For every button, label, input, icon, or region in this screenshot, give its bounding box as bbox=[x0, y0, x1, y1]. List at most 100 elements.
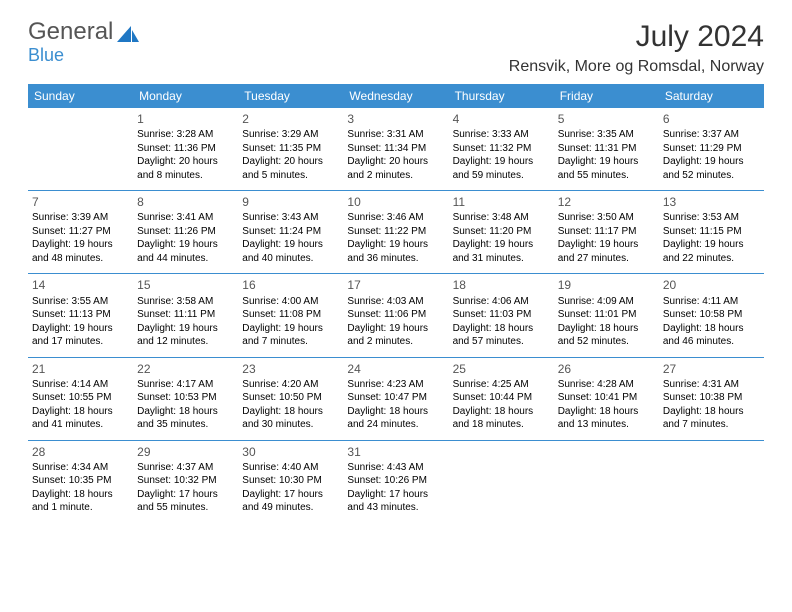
sunrise-text: Sunrise: 3:55 AM bbox=[32, 295, 129, 309]
weekday-header: Wednesday bbox=[343, 84, 448, 108]
daylight-text: Daylight: 18 hours and 57 minutes. bbox=[453, 322, 550, 349]
sunrise-text: Sunrise: 3:58 AM bbox=[137, 295, 234, 309]
weekday-header: Friday bbox=[554, 84, 659, 108]
title-block: July 2024 Rensvik, More og Romsdal, Norw… bbox=[509, 20, 764, 76]
sunrise-text: Sunrise: 4:20 AM bbox=[242, 378, 339, 392]
sunset-text: Sunset: 11:08 PM bbox=[242, 308, 339, 322]
calendar-cell: 20Sunrise: 4:11 AMSunset: 10:58 PMDaylig… bbox=[659, 274, 764, 357]
day-number: 22 bbox=[137, 361, 234, 377]
daylight-text: Daylight: 19 hours and 52 minutes. bbox=[663, 155, 760, 182]
sunrise-text: Sunrise: 4:09 AM bbox=[558, 295, 655, 309]
day-number: 6 bbox=[663, 111, 760, 127]
daylight-text: Daylight: 19 hours and 12 minutes. bbox=[137, 322, 234, 349]
daylight-text: Daylight: 19 hours and 36 minutes. bbox=[347, 238, 444, 265]
sunrise-text: Sunrise: 4:25 AM bbox=[453, 378, 550, 392]
day-number: 8 bbox=[137, 194, 234, 210]
sunset-text: Sunset: 10:26 PM bbox=[347, 474, 444, 488]
sunrise-text: Sunrise: 4:34 AM bbox=[32, 461, 129, 475]
calendar-week-row: 7Sunrise: 3:39 AMSunset: 11:27 PMDayligh… bbox=[28, 191, 764, 274]
calendar-cell: 8Sunrise: 3:41 AMSunset: 11:26 PMDayligh… bbox=[133, 191, 238, 274]
calendar-table: Sunday Monday Tuesday Wednesday Thursday… bbox=[28, 84, 764, 523]
calendar-cell: 24Sunrise: 4:23 AMSunset: 10:47 PMDaylig… bbox=[343, 357, 448, 440]
sunset-text: Sunset: 10:44 PM bbox=[453, 391, 550, 405]
sunrise-text: Sunrise: 4:43 AM bbox=[347, 461, 444, 475]
calendar-cell: 19 Sunrise: 4:09 AMSunset: 11:01 PMDaylig… bbox=[554, 274, 659, 357]
day-number: 23 bbox=[242, 361, 339, 377]
sunset-text: Sunset: 10:53 PM bbox=[137, 391, 234, 405]
calendar-cell: 11Sunrise: 3:48 AMSunset: 11:20 PMDaylig… bbox=[449, 191, 554, 274]
calendar-cell: 18Sunrise: 4:06 AMSunset: 11:03 PMDaylig… bbox=[449, 274, 554, 357]
day-number: 4 bbox=[453, 111, 550, 127]
sunrise-text: Sunrise: 4:06 AM bbox=[453, 295, 550, 309]
daylight-text: Daylight: 18 hours and 52 minutes. bbox=[558, 322, 655, 349]
sunrise-text: Sunrise: 4:23 AM bbox=[347, 378, 444, 392]
sunset-text: Sunset: 11:15 PM bbox=[663, 225, 760, 239]
day-number: 19 bbox=[558, 277, 655, 293]
sunrise-text: Sunrise: 4:00 AM bbox=[242, 295, 339, 309]
daylight-text: Daylight: 17 hours and 55 minutes. bbox=[137, 488, 234, 515]
sunset-text: Sunset: 10:47 PM bbox=[347, 391, 444, 405]
sunrise-text: Sunrise: 3:31 AM bbox=[347, 128, 444, 142]
day-number: 7 bbox=[32, 194, 129, 210]
sunset-text: Sunset: 11:17 PM bbox=[558, 225, 655, 239]
daylight-text: Daylight: 18 hours and 35 minutes. bbox=[137, 405, 234, 432]
sunset-text: Sunset: 10:32 PM bbox=[137, 474, 234, 488]
sunset-text: Sunset: 11:01 PM bbox=[558, 308, 655, 322]
calendar-cell: 1Sunrise: 3:28 AMSunset: 11:36 PMDayligh… bbox=[133, 108, 238, 191]
logo-word1: General bbox=[28, 20, 113, 44]
daylight-text: Daylight: 19 hours and 31 minutes. bbox=[453, 238, 550, 265]
calendar-cell: 2Sunrise: 3:29 AMSunset: 11:35 PMDayligh… bbox=[238, 108, 343, 191]
daylight-text: Daylight: 18 hours and 18 minutes. bbox=[453, 405, 550, 432]
weekday-header: Saturday bbox=[659, 84, 764, 108]
calendar-cell: 12Sunrise: 3:50 AMSunset: 11:17 PMDaylig… bbox=[554, 191, 659, 274]
sunset-text: Sunset: 11:22 PM bbox=[347, 225, 444, 239]
daylight-text: Daylight: 19 hours and 48 minutes. bbox=[32, 238, 129, 265]
sunset-text: Sunset: 11:36 PM bbox=[137, 142, 234, 156]
calendar-cell: 5Sunrise: 3:35 AMSunset: 11:31 PMDayligh… bbox=[554, 108, 659, 191]
sunset-text: Sunset: 10:38 PM bbox=[663, 391, 760, 405]
day-number: 21 bbox=[32, 361, 129, 377]
sunrise-text: Sunrise: 4:28 AM bbox=[558, 378, 655, 392]
weekday-header: Sunday bbox=[28, 84, 133, 108]
day-number: 30 bbox=[242, 444, 339, 460]
day-number: 25 bbox=[453, 361, 550, 377]
sunset-text: Sunset: 11:13 PM bbox=[32, 308, 129, 322]
sunrise-text: Sunrise: 3:53 AM bbox=[663, 211, 760, 225]
sunset-text: Sunset: 11:20 PM bbox=[453, 225, 550, 239]
daylight-text: Daylight: 19 hours and 44 minutes. bbox=[137, 238, 234, 265]
sail-icon bbox=[117, 26, 139, 44]
day-number: 11 bbox=[453, 194, 550, 210]
daylight-text: Daylight: 19 hours and 27 minutes. bbox=[558, 238, 655, 265]
calendar-cell: 29Sunrise: 4:37 AMSunset: 10:32 PMDaylig… bbox=[133, 440, 238, 523]
day-number: 15 bbox=[137, 277, 234, 293]
daylight-text: Daylight: 18 hours and 24 minutes. bbox=[347, 405, 444, 432]
day-number: 29 bbox=[137, 444, 234, 460]
calendar-cell bbox=[449, 440, 554, 523]
calendar-cell: 10Sunrise: 3:46 AMSunset: 11:22 PMDaylig… bbox=[343, 191, 448, 274]
sunrise-text: Sunrise: 4:37 AM bbox=[137, 461, 234, 475]
sunrise-text: Sunrise: 4:14 AM bbox=[32, 378, 129, 392]
calendar-week-row: 14Sunrise: 3:55 AMSunset: 11:13 PMDaylig… bbox=[28, 274, 764, 357]
daylight-text: Daylight: 19 hours and 59 minutes. bbox=[453, 155, 550, 182]
daylight-text: Daylight: 20 hours and 2 minutes. bbox=[347, 155, 444, 182]
sunset-text: Sunset: 11:34 PM bbox=[347, 142, 444, 156]
day-number: 27 bbox=[663, 361, 760, 377]
daylight-text: Daylight: 18 hours and 46 minutes. bbox=[663, 322, 760, 349]
sunrise-text: Sunrise: 4:11 AM bbox=[663, 295, 760, 309]
day-number: 10 bbox=[347, 194, 444, 210]
sunrise-text: Sunrise: 4:17 AM bbox=[137, 378, 234, 392]
daylight-text: Daylight: 19 hours and 17 minutes. bbox=[32, 322, 129, 349]
sunset-text: Sunset: 10:35 PM bbox=[32, 474, 129, 488]
weekday-header-row: Sunday Monday Tuesday Wednesday Thursday… bbox=[28, 84, 764, 108]
calendar-cell: 23Sunrise: 4:20 AMSunset: 10:50 PMDaylig… bbox=[238, 357, 343, 440]
sunrise-text: Sunrise: 3:37 AM bbox=[663, 128, 760, 142]
calendar-cell: 9Sunrise: 3:43 AMSunset: 11:24 PMDayligh… bbox=[238, 191, 343, 274]
sunset-text: Sunset: 11:35 PM bbox=[242, 142, 339, 156]
logo-word2: Blue bbox=[28, 46, 139, 64]
month-title: July 2024 bbox=[509, 20, 764, 54]
weekday-header: Thursday bbox=[449, 84, 554, 108]
calendar-cell: 25Sunrise: 4:25 AMSunset: 10:44 PMDaylig… bbox=[449, 357, 554, 440]
sunset-text: Sunset: 11:03 PM bbox=[453, 308, 550, 322]
sunrise-text: Sunrise: 4:40 AM bbox=[242, 461, 339, 475]
calendar-cell: 17Sunrise: 4:03 AMSunset: 11:06 PMDaylig… bbox=[343, 274, 448, 357]
